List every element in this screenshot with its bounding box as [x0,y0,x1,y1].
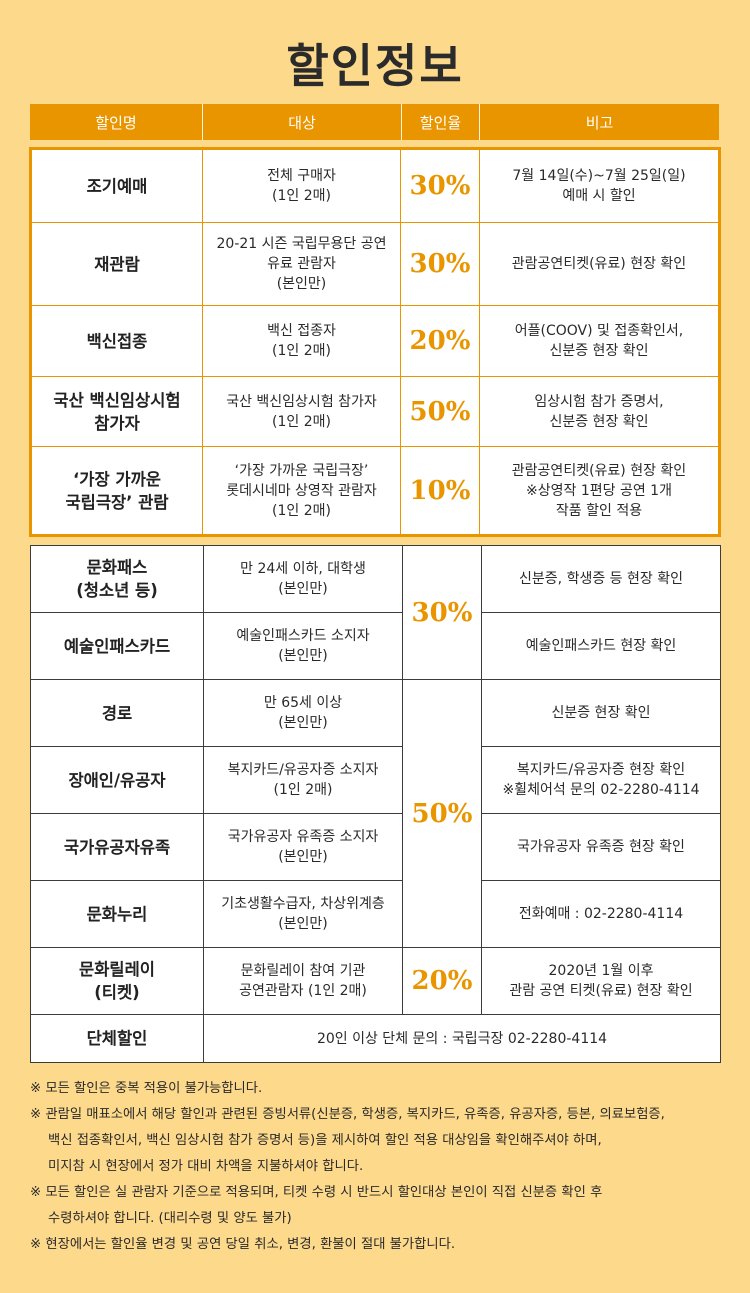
header-note: 비고 [585,113,614,132]
discount-note: 전화예매 : 02-2280-4114 [481,880,721,948]
page-title: 할인정보 [286,39,464,93]
discount-rate: 20% [400,305,480,377]
note-item: ※ 관람일 매표소에서 해당 할인과 관련된 증빙서류(신분증, 학생증, 복지… [30,1107,665,1174]
discount-rate: 20% [402,947,482,1015]
table-row: 재관람 20-21 시즌 국립무용단 공연 유료 관람자 (본인만) 30% 관… [31,222,719,306]
discount-target: 만 65세 이상 (본인만) [203,679,403,747]
discount-table-featured: 조기예매 전체 구매자 (1인 2매) 30% 7월 14일(수)~7월 25일… [29,147,721,537]
table-row: 장애인/유공자 복지카드/유공자증 소지자 (1인 2매) 복지카드/유공자증 … [30,746,721,814]
table-row: 예술인패스카드 예술인패스카드 소지자 (본인만) 예술인패스카드 현장 확인 [30,612,721,680]
discount-name: 문화누리 [30,880,204,948]
header-discount-name: 할인명 [30,104,203,140]
discount-rate: 30% [400,222,480,306]
discount-name: 조기예매 [31,149,203,223]
discount-note: 2020년 1월 이후 관람 공연 티켓(유료) 현장 확인 [481,947,721,1015]
note-item: ※ 모든 할인은 실 관람자 기준으로 적용되며, 티켓 수령 시 반드시 할인… [30,1185,603,1226]
table-row: 백신접종 백신 접종자 (1인 2매) 20% 어플(COOV) 및 접종확인서… [31,305,719,377]
table-row: ‘가장 가까운 국립극장’ 관람 ‘가장 가까운 국립극장’ 롯데시네마 상영작… [31,446,719,535]
group-discount-name: 단체할인 [30,1014,204,1063]
discount-target: 기초생활수급자, 차상위계층 (본인만) [203,880,403,948]
discount-target: 만 24세 이하, 대학생 (본인만) [203,545,403,613]
discount-note: 신분증, 학생증 등 현장 확인 [481,545,721,613]
discount-target: 국산 백신임상시험 참가자 (1인 2매) [202,376,401,447]
note-item: ※ 현장에서는 할인율 변경 및 공연 당일 취소, 변경, 환불이 절대 불가… [30,1237,456,1252]
discount-note: 예술인패스카드 현장 확인 [481,612,721,680]
table-row: 문화누리 기초생활수급자, 차상위계층 (본인만) 전화예매 : 02-2280… [30,880,721,948]
discount-target: 백신 접종자 (1인 2매) [202,305,401,377]
discount-rate: 30% [402,545,482,680]
table-row: 국산 백신임상시험 참가자 국산 백신임상시험 참가자 (1인 2매) 50% … [31,376,719,447]
notes: ※ 모든 할인은 중복 적용이 불가능합니다. ※ 관람일 매표소에서 해당 할… [30,1076,740,1258]
discount-target: 복지카드/유공자증 소지자 (1인 2매) [203,746,403,814]
table-header: 할인명 대상 할인율 비고 [30,104,719,140]
table-row: 문화릴레이 (티켓) 문화릴레이 참여 기관 공연관람자 (1인 2매) 20%… [30,947,721,1015]
discount-rate: 50% [402,679,482,948]
discount-target: 전체 구매자 (1인 2매) [202,149,401,223]
group-discount-desc: 20인 이상 단체 문의 : 국립극장 02-2280-4114 [203,1014,721,1063]
header-rate: 할인율 [402,104,480,140]
discount-name: 장애인/유공자 [30,746,204,814]
discount-target: 문화릴레이 참여 기관 공연관람자 (1인 2매) [203,947,403,1015]
discount-target: 예술인패스카드 소지자 (본인만) [203,612,403,680]
discount-name: 국가유공자유족 [30,813,204,881]
discount-note: 7월 14일(수)~7월 25일(일) 예매 시 할인 [479,149,719,223]
discount-name: 경로 [30,679,204,747]
table-row: 조기예매 전체 구매자 (1인 2매) 30% 7월 14일(수)~7월 25일… [31,149,719,223]
discount-name: 문화릴레이 (티켓) [30,947,204,1015]
discount-name: 문화패스 (청소년 등) [30,545,204,613]
discount-table-general: 문화패스 (청소년 등) 만 24세 이하, 대학생 (본인만) 30% 신분증… [30,545,721,1063]
discount-name: ‘가장 가까운 국립극장’ 관람 [31,446,203,535]
discount-note: 임상시험 참가 증명서, 신분증 현장 확인 [479,376,719,447]
discount-name: 재관람 [31,222,203,306]
table-row: 문화패스 (청소년 등) 만 24세 이하, 대학생 (본인만) 30% 신분증… [30,545,721,680]
discount-note: 국가유공자 유족증 현장 확인 [481,813,721,881]
discount-note: 관람공연티켓(유료) 현장 확인 ※상영작 1편당 공연 1개 작품 할인 적용 [479,446,719,535]
discount-note: 관람공연티켓(유료) 현장 확인 [479,222,719,306]
header-target: 대상 [203,104,402,140]
discount-target: 20-21 시즌 국립무용단 공연 유료 관람자 (본인만) [202,222,401,306]
table-row: 경로 만 65세 이상 (본인만) 50% 신분증 현장 확인 [30,679,721,948]
discount-name: 국산 백신임상시험 참가자 [31,376,203,447]
table-row: 단체할인 20인 이상 단체 문의 : 국립극장 02-2280-4114 [30,1014,721,1063]
discount-rate: 30% [400,149,480,223]
note-item: ※ 모든 할인은 중복 적용이 불가능합니다. [30,1081,263,1096]
discount-note: 복지카드/유공자증 현장 확인 ※휠체어석 문의 02-2280-4114 [481,746,721,814]
discount-target: 국가유공자 유족증 소지자 (본인만) [203,813,403,881]
discount-rate: 50% [400,376,480,447]
discount-note: 신분증 현장 확인 [481,679,721,747]
discount-name: 예술인패스카드 [30,612,204,680]
discount-name: 백신접종 [31,305,203,377]
discount-target: ‘가장 가까운 국립극장’ 롯데시네마 상영작 관람자 (1인 2매) [202,446,401,535]
table-row: 국가유공자유족 국가유공자 유족증 소지자 (본인만) 국가유공자 유족증 현장… [30,813,721,881]
discount-rate: 10% [400,446,480,535]
discount-note: 어플(COOV) 및 접종확인서, 신분증 현장 확인 [479,305,719,377]
